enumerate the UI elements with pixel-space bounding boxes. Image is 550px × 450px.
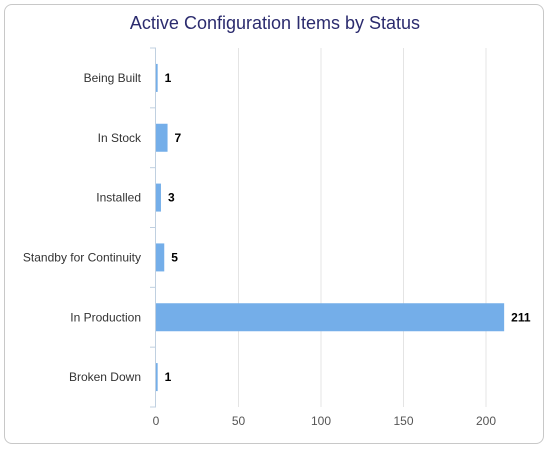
data-label: 1 bbox=[165, 71, 172, 85]
x-tick-label: 150 bbox=[393, 414, 413, 428]
chart-card bbox=[4, 4, 544, 444]
data-label: 7 bbox=[175, 131, 182, 145]
bar bbox=[156, 63, 158, 92]
x-tick-label: 0 bbox=[153, 414, 160, 428]
category-label: Broken Down bbox=[69, 370, 141, 384]
axes bbox=[150, 47, 156, 408]
data-label: 1 bbox=[165, 370, 172, 384]
labels: 0 50 100 150 200 Being Built 1 In Stock 7 Install… bbox=[23, 71, 531, 428]
bars bbox=[156, 63, 505, 392]
category-label: Being Built bbox=[84, 71, 142, 85]
x-tick-label: 50 bbox=[232, 414, 246, 428]
category-label: Standby for Continuity bbox=[23, 250, 141, 264]
grid-lines bbox=[238, 48, 487, 407]
x-tick-label: 200 bbox=[476, 414, 496, 428]
bar bbox=[156, 123, 168, 152]
bar bbox=[156, 243, 165, 272]
bar bbox=[156, 183, 161, 212]
data-label: 211 bbox=[511, 310, 531, 324]
category-label: In Production bbox=[70, 310, 141, 324]
chart-title: Active Configuration Items by Status bbox=[129, 13, 421, 33]
category-label: In Stock bbox=[98, 131, 142, 145]
data-label: 5 bbox=[171, 250, 178, 264]
bar bbox=[156, 303, 505, 332]
x-tick-label: 100 bbox=[311, 414, 331, 428]
category-label: Installed bbox=[96, 191, 141, 205]
data-label: 3 bbox=[168, 191, 175, 205]
bar bbox=[156, 363, 158, 392]
